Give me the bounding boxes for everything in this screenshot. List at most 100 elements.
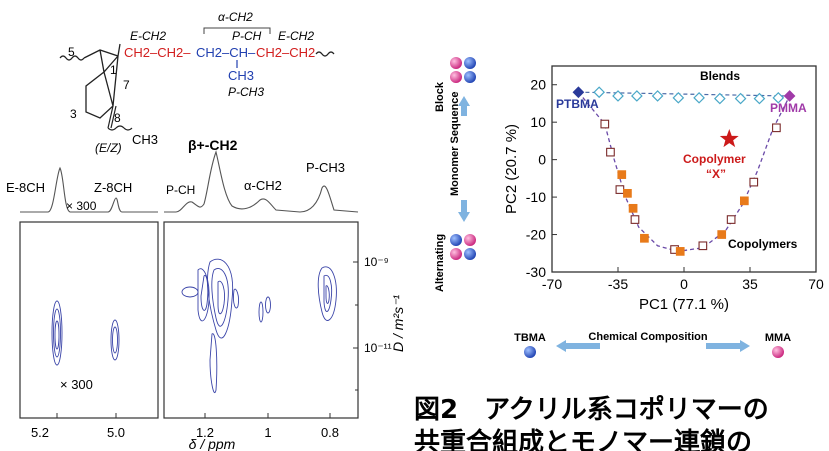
alt-ball-pink-1 [464, 234, 476, 246]
point-blends [651, 90, 664, 102]
ring-label-7: 7 [123, 78, 130, 92]
alpha-ch2-label: α-CH2 [218, 10, 253, 24]
chain-blue: CH2–CH– [196, 45, 256, 60]
p-ch-spec-label: P-CH [166, 183, 195, 197]
e8ch-label: E-8CH [6, 180, 45, 195]
point-copolymers-open [726, 215, 736, 224]
chain-ch3: CH3 [228, 68, 254, 83]
point-copolymers-open [630, 215, 640, 224]
figure-caption: 図2 アクリル系コポリマーの 共重合組成とモノマー連鎖の [414, 394, 769, 451]
point-blends [693, 91, 705, 104]
pca-y-tick-label: -20 [526, 227, 546, 243]
point-copolymers-filled [628, 203, 638, 213]
pca-y-tick-label: -30 [526, 264, 546, 280]
pca-x-tick-label: 0 [680, 276, 688, 292]
pca-y-tick-label: 10 [530, 114, 546, 130]
alpha-ch2-spec-label: α-CH2 [244, 178, 282, 193]
point-blends [713, 92, 726, 105]
pca-x-tick-label: -35 [608, 276, 628, 292]
x-tick-0-8: 0.8 [321, 425, 339, 440]
block-ball-pink-2 [450, 71, 462, 83]
x300-top-label: × 300 [66, 199, 97, 213]
nmr-xlabel: δ / ppm [189, 436, 236, 451]
point-copolymers-filled [717, 230, 727, 239]
alt-ball-blue-1 [450, 234, 462, 246]
dosy-left-frame [19, 221, 159, 419]
ring-label-3: 3 [70, 107, 77, 121]
z8ch-label: Z-8CH [94, 180, 132, 195]
ez-label: (E/Z) [95, 141, 122, 155]
alt-ball-pink-2 [450, 248, 462, 260]
point-blends [734, 92, 747, 105]
chain-red-right: CH2–CH2 [256, 45, 315, 60]
pca-ylabel: PC2 (20.7 %) [503, 124, 520, 214]
pca-y-tick-label: 20 [530, 77, 546, 93]
point-blends [631, 90, 643, 102]
point-blends [612, 90, 624, 102]
x300-bottom-label: × 300 [60, 377, 93, 392]
ring-label-8: 8 [114, 111, 121, 125]
block-ball-blue-1 [464, 57, 476, 69]
mma-ball [772, 346, 784, 358]
x-tick-1: 1 [264, 425, 271, 440]
point-pmma [783, 90, 796, 102]
pca-y-tick-label: -10 [526, 189, 546, 205]
copolymers-label: Copolymers [728, 237, 798, 251]
alternating-label: Alternating [434, 234, 446, 292]
point-copolymers-open [698, 241, 708, 251]
point-copolymers-open [600, 119, 610, 129]
ring-label-5: 5 [68, 45, 75, 59]
beta-ch2-label: β+-CH2 [188, 137, 238, 153]
sequence-side-panel: Block Monomer Sequence Alternating TBMA … [434, 57, 791, 358]
p-ch3-spec-label: P-CH3 [306, 160, 345, 175]
pca-chart: -70 -35 0 35 70 20 10 0 -10 -20 -30 PC1 (77.1 %) P… [503, 65, 824, 313]
caption-line-1: 図2 アクリル系コポリマーの [414, 394, 769, 425]
point-copolymer-x [719, 129, 739, 148]
pca-y-tick-label: 0 [538, 152, 546, 168]
dosy-left-contours [51, 300, 120, 366]
point-copolymers-filled [617, 170, 627, 179]
nmr-1d-spectra: E-8CH Z-8CH × 300 β+-CH2 P-CH α-CH2 P-CH… [6, 137, 359, 213]
tbma-label: TBMA [514, 332, 546, 344]
pca-x-tick-label: -70 [542, 276, 562, 292]
composition-arrow-left-icon [556, 340, 600, 352]
point-copolymers-open [772, 123, 781, 133]
copolymer-trend-line [577, 91, 791, 253]
ptbma-label: PTBMA [556, 97, 599, 111]
chain-red-left: CH2–CH2– [124, 45, 191, 60]
monomer-label: Monomer Sequence [449, 91, 461, 196]
x-tick-1-2: 1.2 [196, 425, 214, 440]
point-ptbma [572, 86, 585, 99]
pmma-label: PMMA [770, 101, 807, 115]
point-copolymers-filled [640, 233, 649, 243]
point-copolymers-filled [623, 188, 632, 198]
x-tick-5-0: 5.0 [107, 425, 125, 440]
copolymer-label: Copolymer [683, 152, 746, 166]
point-blends [593, 86, 605, 99]
blends-label: Blends [700, 69, 740, 83]
e-ch2-left-label: E-CH2 [130, 29, 166, 43]
p-ch-label: P-CH [232, 29, 262, 43]
ring-label-1: 1 [110, 63, 117, 77]
composition-arrow-right-icon [706, 340, 750, 352]
block-ball-blue-2 [464, 71, 476, 83]
nmr-ylabel: D / m²s⁻¹ [390, 295, 406, 352]
chemical-structure: 5 1 7 3 8 CH3 (E/Z) CH2–CH2– CH2–CH– CH2… [59, 10, 335, 155]
structure-ch3: CH3 [132, 132, 158, 147]
tbma-ball [524, 346, 536, 358]
point-copolymers-open [606, 147, 615, 157]
dosy-right-contours [181, 258, 337, 393]
blend-trend-line [578, 91, 790, 97]
block-ball-pink-1 [450, 57, 462, 69]
p-ch3-label: P-CH3 [228, 85, 264, 99]
pca-x-tick-label: 35 [742, 276, 758, 292]
alt-ball-blue-2 [464, 248, 476, 260]
point-blends [753, 92, 766, 105]
chemical-label: Chemical Composition [588, 331, 707, 343]
pca-xlabel: PC1 (77.1 %) [639, 296, 729, 313]
mma-label: MMA [765, 332, 791, 344]
e-ch2-right-label: E-CH2 [278, 29, 314, 43]
point-blends [772, 91, 785, 104]
copolymer-x-label: “X” [706, 167, 726, 181]
